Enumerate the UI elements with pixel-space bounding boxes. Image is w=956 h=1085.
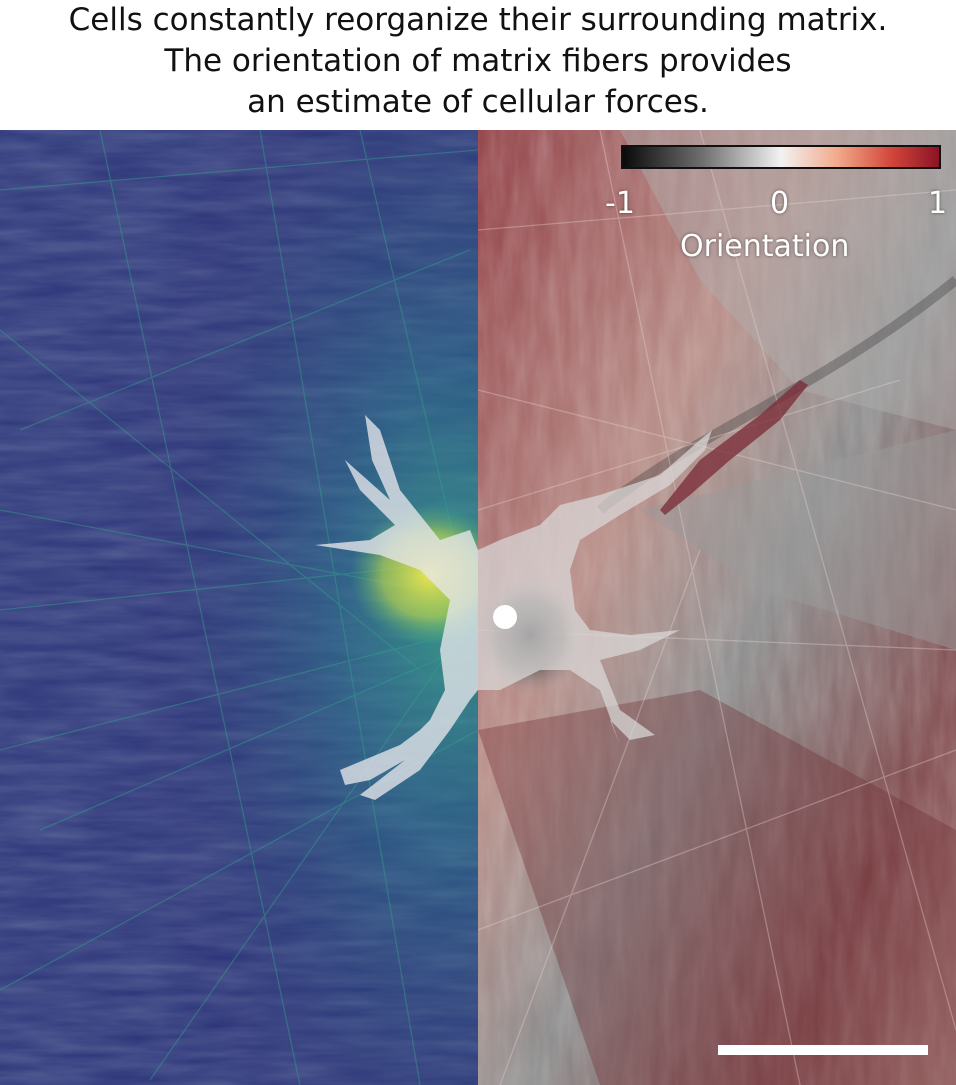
caption-line-2: The orientation of matrix fibers provide…	[164, 43, 792, 79]
cell-protrusion-red	[660, 380, 808, 515]
colorbar-gradient	[621, 145, 941, 169]
caption-line-1: Cells constantly reorganize their surrou…	[68, 2, 888, 38]
microscopy-image	[0, 130, 956, 1085]
caption: Cells constantly reorganize their surrou…	[0, 0, 956, 130]
caption-line-3: an estimate of cellular forces.	[247, 84, 709, 120]
cell-silhouette-right	[478, 430, 712, 745]
cell-center-marker	[493, 605, 517, 629]
cell-silhouette-left	[315, 415, 478, 800]
colorbar-label: Orientation	[680, 229, 850, 264]
microscopy-figure	[0, 130, 956, 1085]
left-panel	[0, 130, 478, 1085]
scale-bar	[718, 1045, 928, 1055]
colorbar-tick-min: -1	[605, 186, 635, 221]
colorbar: -1 0 1 Orientation	[600, 143, 956, 273]
colorbar-tick-mid: 0	[770, 186, 790, 221]
colorbar-tick-max: 1	[928, 186, 948, 221]
right-panel	[478, 130, 956, 1085]
